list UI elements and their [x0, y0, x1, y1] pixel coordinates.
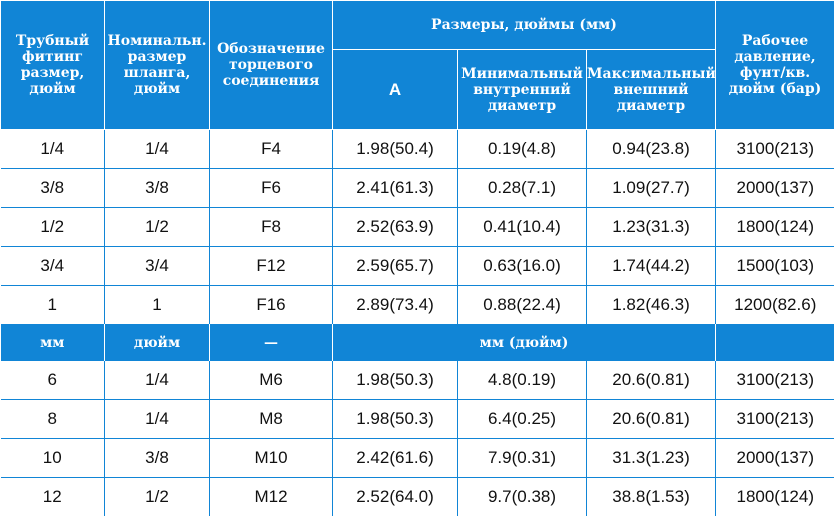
- cell-pressure: 3100(213): [716, 400, 834, 439]
- table-row: 10 3/8 M10 2.42(61.6) 7.9(0.31) 31.3(1.2…: [1, 439, 834, 478]
- cell-dim-a: 2.41(61.3): [333, 169, 458, 208]
- header-max-outer-diameter: Максимальный внешний диаметр: [587, 50, 716, 130]
- cell-pipe-size: 8: [1, 400, 105, 439]
- header-end-connection: Обозначение торцевого соединения: [210, 1, 333, 130]
- cell-end-code: F4: [210, 130, 333, 169]
- cell-max-od: 1.09(27.7): [587, 169, 716, 208]
- unit-inch-label: дюйм: [105, 324, 210, 361]
- cell-min-id: 0.88(22.4): [458, 286, 587, 325]
- cell-min-id: 7.9(0.31): [458, 439, 587, 478]
- table-row: 3/8 3/8 F6 2.41(61.3) 0.28(7.1) 1.09(27.…: [1, 169, 834, 208]
- cell-hose-size: 1/2: [105, 478, 210, 516]
- cell-dim-a: 2.52(64.0): [333, 478, 458, 516]
- cell-hose-size: 1/4: [105, 361, 210, 400]
- header-dimensions-group: Размеры, дюймы (мм): [333, 1, 716, 50]
- cell-hose-size: 1/4: [105, 400, 210, 439]
- cell-pressure: 1500(103): [716, 247, 834, 286]
- cell-pressure: 3100(213): [716, 130, 834, 169]
- cell-hose-size: 1/2: [105, 208, 210, 247]
- table-row: 6 1/4 M6 1.98(50.3) 4.8(0.19) 20.6(0.81)…: [1, 361, 834, 400]
- unit-dims-label: мм (дюйм): [333, 324, 716, 361]
- cell-end-code: M6: [210, 361, 333, 400]
- cell-pipe-size: 10: [1, 439, 105, 478]
- cell-min-id: 4.8(0.19): [458, 361, 587, 400]
- header-dim-a: A: [333, 50, 458, 130]
- cell-pressure: 2000(137): [716, 439, 834, 478]
- cell-hose-size: 1/4: [105, 130, 210, 169]
- cell-max-od: 1.82(46.3): [587, 286, 716, 325]
- table-row: 1 1 F16 2.89(73.4) 0.88(22.4) 1.82(46.3)…: [1, 286, 834, 325]
- cell-dim-a: 2.52(63.9): [333, 208, 458, 247]
- cell-pressure: 3100(213): [716, 361, 834, 400]
- cell-max-od: 38.8(1.53): [587, 478, 716, 516]
- cell-pipe-size: 3/8: [1, 169, 105, 208]
- cell-hose-size: 3/8: [105, 439, 210, 478]
- cell-pressure: 1800(124): [716, 208, 834, 247]
- cell-min-id: 0.63(16.0): [458, 247, 587, 286]
- cell-min-id: 0.19(4.8): [458, 130, 587, 169]
- cell-dim-a: 1.98(50.3): [333, 400, 458, 439]
- cell-end-code: F12: [210, 247, 333, 286]
- cell-min-id: 9.7(0.38): [458, 478, 587, 516]
- cell-end-code: M12: [210, 478, 333, 516]
- cell-pipe-size: 1: [1, 286, 105, 325]
- header-min-inner-diameter: Минимальный внутренний диаметр: [458, 50, 587, 130]
- cell-max-od: 0.94(23.8): [587, 130, 716, 169]
- unit-mm-label: мм: [1, 324, 105, 361]
- cell-max-od: 1.74(44.2): [587, 247, 716, 286]
- cell-end-code: M10: [210, 439, 333, 478]
- cell-dim-a: 2.42(61.6): [333, 439, 458, 478]
- table-row: 8 1/4 M8 1.98(50.3) 6.4(0.25) 20.6(0.81)…: [1, 400, 834, 439]
- unit-pressure-label: [716, 324, 834, 361]
- header-pipe-fitting-size: Трубный фитинг размер, дюйм: [1, 1, 105, 130]
- table-row: 3/4 3/4 F12 2.59(65.7) 0.63(16.0) 1.74(4…: [1, 247, 834, 286]
- cell-pressure: 1200(82.6): [716, 286, 834, 325]
- unit-row: мм дюйм — мм (дюйм): [1, 324, 834, 361]
- table-row: 1/2 1/2 F8 2.52(63.9) 0.41(10.4) 1.23(31…: [1, 208, 834, 247]
- cell-pressure: 1800(124): [716, 478, 834, 516]
- cell-max-od: 1.23(31.3): [587, 208, 716, 247]
- cell-pressure: 2000(137): [716, 169, 834, 208]
- cell-pipe-size: 1/4: [1, 130, 105, 169]
- cell-min-id: 6.4(0.25): [458, 400, 587, 439]
- cell-hose-size: 1: [105, 286, 210, 325]
- cell-max-od: 20.6(0.81): [587, 361, 716, 400]
- header-working-pressure: Рабочее давление, фунт/кв. дюйм (бар): [716, 1, 834, 130]
- cell-end-code: F8: [210, 208, 333, 247]
- cell-pipe-size: 1/2: [1, 208, 105, 247]
- cell-end-code: M8: [210, 400, 333, 439]
- cell-hose-size: 3/4: [105, 247, 210, 286]
- cell-dim-a: 1.98(50.3): [333, 361, 458, 400]
- table-row: 12 1/2 M12 2.52(64.0) 9.7(0.38) 38.8(1.5…: [1, 478, 834, 516]
- cell-end-code: F6: [210, 169, 333, 208]
- table-row: 1/4 1/4 F4 1.98(50.4) 0.19(4.8) 0.94(23.…: [1, 130, 834, 169]
- cell-dim-a: 2.89(73.4): [333, 286, 458, 325]
- cell-dim-a: 2.59(65.7): [333, 247, 458, 286]
- cell-min-id: 0.28(7.1): [458, 169, 587, 208]
- cell-min-id: 0.41(10.4): [458, 208, 587, 247]
- cell-hose-size: 3/8: [105, 169, 210, 208]
- cell-pipe-size: 6: [1, 361, 105, 400]
- cell-pipe-size: 12: [1, 478, 105, 516]
- cell-pipe-size: 3/4: [1, 247, 105, 286]
- unit-dash: —: [210, 324, 333, 361]
- cell-max-od: 20.6(0.81): [587, 400, 716, 439]
- cell-dim-a: 1.98(50.4): [333, 130, 458, 169]
- header-nominal-hose-size: Номинальн. размер шланга, дюйм: [105, 1, 210, 130]
- cell-end-code: F16: [210, 286, 333, 325]
- cell-max-od: 31.3(1.23): [587, 439, 716, 478]
